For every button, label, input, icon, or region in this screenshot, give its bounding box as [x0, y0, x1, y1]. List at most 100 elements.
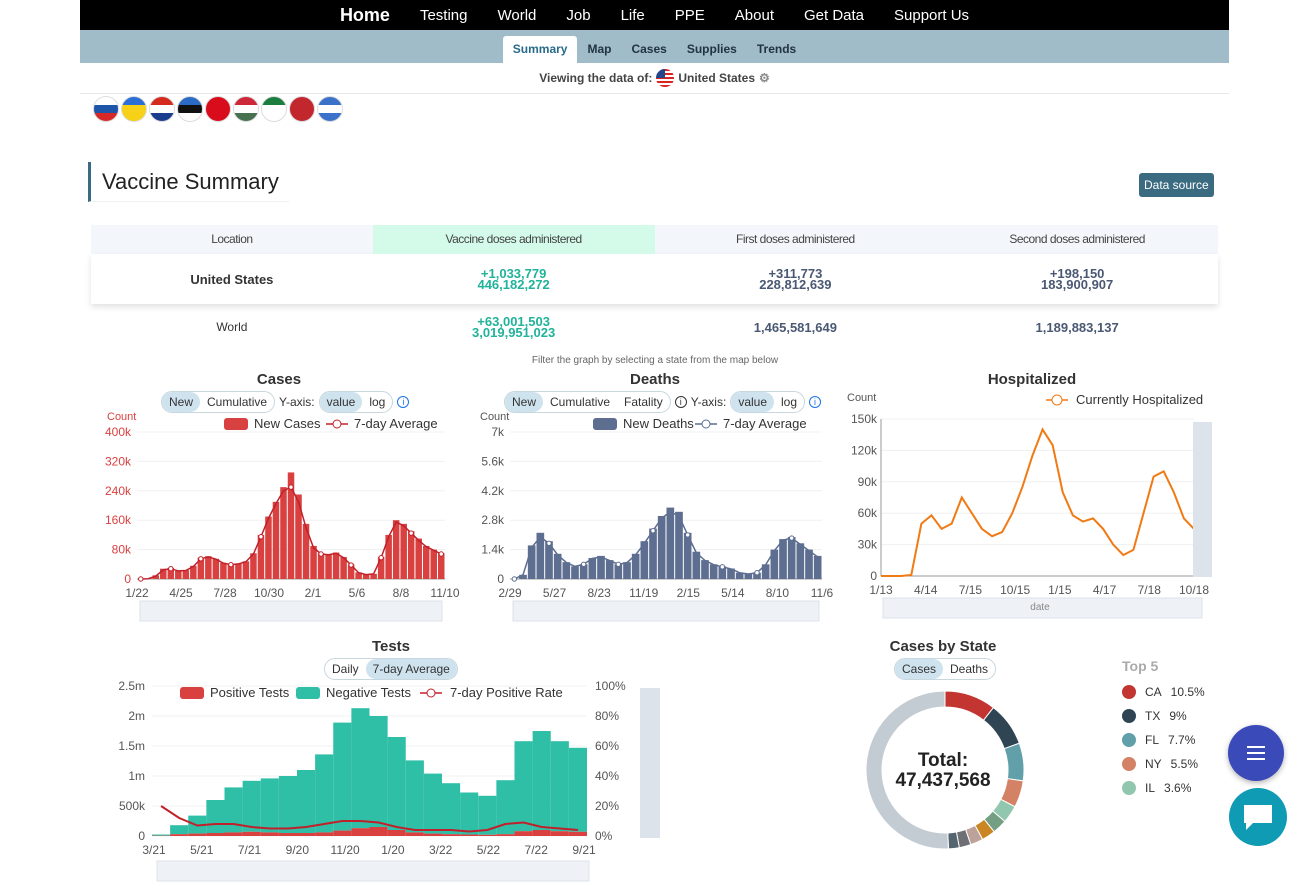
pos-bar: [532, 830, 551, 836]
y2-tick-label: 100%: [595, 680, 626, 693]
nav-about[interactable]: About: [734, 6, 774, 24]
deaths-fatality-button[interactable]: Fatality: [624, 395, 663, 409]
sub-nav: Summary Map Cases Supplies Trends: [80, 30, 1229, 63]
y-tick-label: 0: [870, 569, 877, 583]
flag-ukraine-icon[interactable]: [121, 96, 147, 122]
chat-button[interactable]: [1229, 788, 1287, 846]
bar: [640, 541, 649, 579]
cases-log-button[interactable]: log: [369, 395, 386, 409]
nav-ppe[interactable]: PPE: [674, 6, 705, 24]
y2-tick-label: 20%: [595, 799, 619, 813]
bar: [675, 511, 683, 579]
cell-second: 1,189,883,137: [936, 304, 1218, 350]
bar: [250, 553, 257, 579]
bar: [265, 516, 272, 579]
nav-life[interactable]: Life: [620, 6, 645, 24]
y-tick-label: 60k: [858, 506, 878, 520]
legend-item[interactable]: FL 7.7%: [1122, 728, 1205, 752]
nav-world[interactable]: World: [497, 6, 537, 24]
x-tick-label: 7/28: [213, 586, 237, 600]
legend-item[interactable]: NY 5.5%: [1122, 752, 1205, 776]
nav-home[interactable]: Home: [339, 4, 390, 25]
first-total: 228,812,639: [759, 277, 832, 292]
cases-mode-toggle: New Cumulative: [161, 391, 276, 413]
flag-albania-icon[interactable]: [205, 96, 231, 122]
legend-dot: [1122, 733, 1136, 747]
x-tick-label: 9/21: [572, 843, 596, 857]
donut-slice: [865, 690, 949, 850]
pos-bar: [405, 832, 424, 836]
x-tick-label: 10/18: [1179, 583, 1209, 597]
bar: [160, 568, 167, 579]
nav-testing[interactable]: Testing: [419, 6, 468, 24]
deaths-value-button[interactable]: value: [731, 392, 774, 412]
flag-slovenia-icon[interactable]: [93, 96, 119, 122]
header-first[interactable]: First doses administered: [736, 232, 855, 246]
cases-controls: New Cumulative Y-axis: value log i: [161, 391, 410, 413]
flag-algeria-icon[interactable]: [261, 96, 287, 122]
tests-daily-button[interactable]: Daily: [332, 662, 359, 676]
pos-bar: [315, 832, 334, 836]
info-icon[interactable]: i: [809, 396, 822, 408]
legend-item[interactable]: TX 9%: [1122, 704, 1205, 728]
tab-map[interactable]: Map: [587, 42, 612, 56]
pos-bar: [423, 833, 442, 836]
bar: [718, 566, 727, 579]
nav-get-data[interactable]: Get Data: [803, 6, 865, 24]
flag-estonia-icon[interactable]: [177, 96, 203, 122]
tab-summary[interactable]: Summary: [502, 36, 578, 63]
flag-morocco-icon[interactable]: [289, 96, 315, 122]
x-tick-label: 4/25: [169, 586, 193, 600]
deaths-scale-toggle: value log: [730, 391, 806, 413]
info-icon[interactable]: i: [674, 396, 687, 408]
bar: [605, 560, 614, 579]
legend-item[interactable]: IL 3.6%: [1122, 776, 1205, 800]
tab-cases[interactable]: Cases: [631, 42, 667, 56]
tab-supplies[interactable]: Supplies: [686, 42, 737, 56]
bar: [770, 549, 779, 579]
legend-bar-label: New Deaths: [623, 416, 694, 431]
viewing-country[interactable]: United States: [678, 71, 756, 85]
header-second[interactable]: Second doses administered: [1009, 232, 1145, 246]
tests-controls: Daily 7-day Average: [324, 658, 458, 680]
bar: [709, 564, 718, 579]
deaths-new-button[interactable]: New: [505, 392, 544, 412]
menu-icon: [1247, 746, 1265, 760]
bar: [588, 558, 597, 579]
menu-fab-button[interactable]: [1228, 725, 1284, 781]
info-icon[interactable]: i: [397, 396, 410, 408]
legend-label: Currently Hospitalized: [1076, 392, 1203, 407]
bar: [332, 552, 340, 579]
legend-pct: 10.5%: [1170, 685, 1205, 699]
avg-point: [198, 556, 204, 562]
bar: [227, 564, 235, 579]
neg-bar: [224, 787, 243, 833]
flag-croatia-icon[interactable]: [149, 96, 175, 122]
doses-delta: +1,033,779: [480, 266, 547, 281]
tests-avg-button[interactable]: 7-day Average: [365, 659, 457, 679]
deaths-log-button[interactable]: log: [781, 395, 798, 409]
state-deaths-button[interactable]: Deaths: [950, 662, 989, 676]
legend-bar-swatch: [593, 418, 617, 430]
y-tick-label: 500k: [119, 799, 146, 813]
gear-icon[interactable]: ⚙: [759, 71, 770, 85]
flag-greece-icon[interactable]: [317, 96, 343, 122]
legend-item[interactable]: CA 10.5%: [1122, 680, 1205, 704]
cases-cumulative-button[interactable]: Cumulative: [207, 395, 268, 409]
nav-support-us[interactable]: Support Us: [894, 6, 970, 24]
data-source-button[interactable]: Data source: [1139, 173, 1214, 197]
state-cases-button[interactable]: Cases: [895, 659, 944, 679]
neg-bar: [460, 792, 479, 835]
cases-value-button[interactable]: value: [319, 392, 363, 412]
row-location: World: [216, 320, 248, 334]
flag-hungary-icon[interactable]: [233, 96, 259, 122]
zoom-slider: [882, 597, 1203, 619]
zoom-range-vertical: [640, 688, 660, 838]
tab-trends[interactable]: Trends: [756, 42, 797, 56]
deaths-cumulative-button[interactable]: Cumulative: [550, 395, 611, 409]
x-tick-label: 7/21: [238, 843, 262, 857]
tests-chart: 0 500k 1m 1.5m 2m 2.5m 0% 20% 40% 60% 80% 100% 3/21 5…: [118, 680, 660, 882]
nav-job[interactable]: Job: [566, 6, 591, 24]
cases-new-button[interactable]: New: [162, 392, 201, 412]
header-doses[interactable]: Vaccine doses administered: [372, 225, 655, 254]
